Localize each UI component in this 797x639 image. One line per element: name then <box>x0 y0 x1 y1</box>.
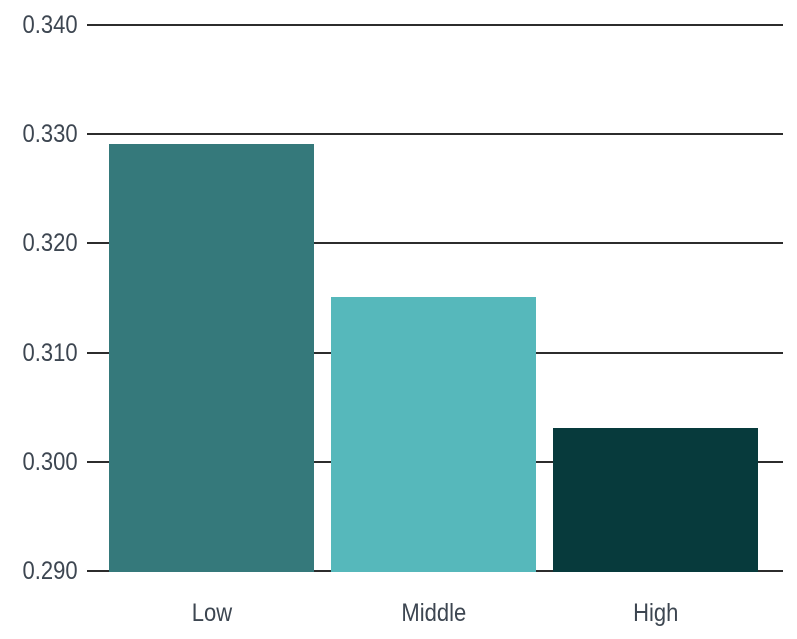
y-tick-label: 0.310 <box>0 338 78 368</box>
x-tick-label-middle: Middle <box>331 598 536 628</box>
y-tick-label-text: 0.290 <box>22 557 78 585</box>
y-tick-label-text: 0.310 <box>22 339 78 367</box>
y-tick-label-text: 0.330 <box>22 120 78 148</box>
x-tick-label-text: High <box>632 599 679 627</box>
y-tick-label-text: 0.340 <box>22 11 78 39</box>
y-tick-label: 0.340 <box>0 10 78 40</box>
x-tick-label-high: High <box>553 598 758 628</box>
gridline <box>87 242 783 244</box>
gridline <box>87 133 783 135</box>
y-tick-label: 0.290 <box>0 556 78 586</box>
bar-high <box>553 428 758 572</box>
x-tick-label-text: Middle <box>401 599 466 627</box>
bar-middle <box>331 297 536 572</box>
x-tick-label-low: Low <box>109 598 314 628</box>
gridline <box>87 24 783 26</box>
y-tick-label: 0.330 <box>0 119 78 149</box>
y-tick-label-text: 0.320 <box>22 229 78 257</box>
y-tick-label: 0.320 <box>0 228 78 258</box>
y-tick-label-text: 0.300 <box>22 448 78 476</box>
y-tick-label: 0.300 <box>0 447 78 477</box>
bar-low <box>109 144 314 572</box>
x-tick-label-text: Low <box>191 599 232 627</box>
